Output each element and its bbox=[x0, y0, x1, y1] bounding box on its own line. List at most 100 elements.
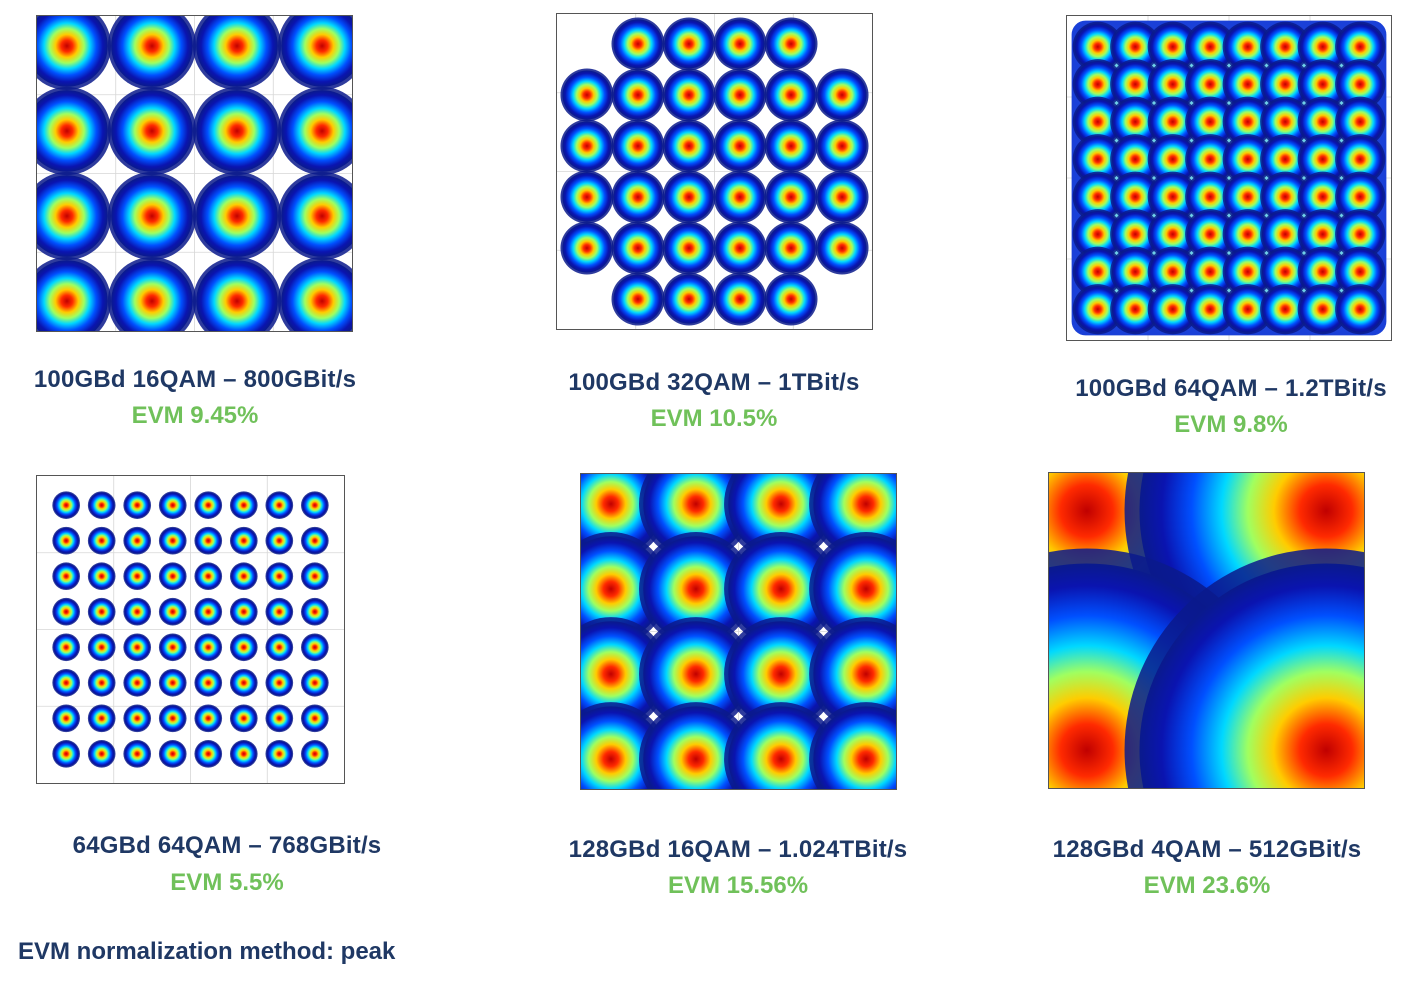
constellation-symbol bbox=[1187, 136, 1234, 183]
constellation-symbol bbox=[1224, 98, 1271, 146]
constellation-symbol bbox=[715, 172, 765, 222]
constellation-symbol bbox=[817, 223, 867, 273]
constellation-symbol bbox=[124, 563, 151, 590]
constellation-symbol bbox=[766, 70, 816, 120]
constellation-symbol bbox=[1187, 23, 1234, 71]
constellation-symbol bbox=[1261, 285, 1309, 333]
constellation-symbol bbox=[266, 527, 293, 554]
constellation-symbol bbox=[1112, 210, 1159, 258]
constellation-plot-5 bbox=[580, 473, 897, 790]
constellation-symbol bbox=[1261, 23, 1309, 71]
constellation-symbol bbox=[1187, 285, 1234, 333]
constellation-symbol bbox=[817, 70, 867, 120]
constellation-symbol bbox=[766, 223, 816, 273]
constellation-symbol bbox=[813, 536, 896, 642]
constellation-symbol bbox=[1224, 61, 1271, 108]
constellation-symbol bbox=[1261, 248, 1309, 295]
constellation-symbol bbox=[196, 90, 278, 172]
constellation-symbol bbox=[1299, 23, 1346, 71]
constellation-symbol bbox=[1224, 285, 1271, 333]
constellation-symbol bbox=[195, 563, 222, 590]
constellation-symbol bbox=[266, 634, 293, 661]
constellation-symbol bbox=[813, 706, 896, 789]
constellation-symbol bbox=[195, 492, 222, 518]
constellation-symbol bbox=[728, 706, 834, 789]
constellation-symbol bbox=[266, 741, 293, 767]
constellation-svg-1 bbox=[37, 16, 352, 331]
constellation-symbol bbox=[230, 598, 257, 625]
constellation-symbol bbox=[88, 598, 115, 625]
constellation-symbol bbox=[1261, 98, 1309, 146]
constellation-plot-4 bbox=[36, 475, 345, 784]
constellation-points bbox=[1072, 21, 1386, 335]
constellation-symbol bbox=[1112, 23, 1159, 71]
constellation-symbol bbox=[1299, 173, 1346, 220]
constellation-symbol bbox=[1261, 136, 1309, 183]
constellation-symbol bbox=[266, 563, 293, 590]
constellation-symbol bbox=[230, 669, 257, 696]
constellation-symbol bbox=[302, 634, 328, 661]
constellation-symbol bbox=[1224, 136, 1271, 183]
constellation-svg-6 bbox=[1049, 473, 1364, 788]
constellation-symbol bbox=[281, 175, 352, 257]
constellation-symbol bbox=[111, 260, 193, 331]
constellation-symbol bbox=[88, 527, 115, 554]
evm-value-5: EVM 15.56% bbox=[667, 872, 809, 899]
constellation-symbol bbox=[643, 621, 749, 727]
plot-title-5: 128GBd 16QAM – 1.024TBit/s bbox=[568, 836, 908, 863]
constellation-points bbox=[1049, 473, 1364, 788]
constellation-symbol bbox=[1112, 136, 1159, 183]
constellation-symbol bbox=[1336, 98, 1384, 146]
constellation-symbol bbox=[562, 70, 612, 120]
constellation-symbol bbox=[230, 527, 257, 554]
constellation-symbol bbox=[1299, 98, 1346, 146]
constellation-symbol bbox=[1187, 248, 1234, 295]
constellation-symbol bbox=[613, 223, 663, 273]
constellation-symbol bbox=[766, 19, 816, 69]
constellation-symbol bbox=[159, 669, 186, 696]
constellation-symbol bbox=[1074, 248, 1122, 295]
constellation-symbol bbox=[1336, 136, 1384, 183]
constellation-symbol bbox=[1112, 248, 1159, 295]
constellation-symbol bbox=[1224, 23, 1271, 71]
constellation-symbol bbox=[195, 705, 222, 732]
constellation-symbol bbox=[1149, 23, 1197, 71]
constellation-symbol bbox=[1112, 61, 1159, 108]
constellation-symbol bbox=[1261, 61, 1309, 108]
constellation-symbol bbox=[1336, 61, 1384, 108]
constellation-symbol bbox=[664, 121, 714, 171]
constellation-symbol bbox=[1074, 61, 1122, 108]
constellation-symbol bbox=[1074, 136, 1122, 183]
constellation-symbol bbox=[281, 260, 352, 331]
constellation-symbol bbox=[562, 172, 612, 222]
constellation-plot-1 bbox=[36, 15, 353, 332]
constellation-symbol bbox=[230, 563, 257, 590]
constellation-symbol bbox=[728, 536, 834, 642]
constellation-svg-5 bbox=[581, 474, 896, 789]
constellation-symbol bbox=[1299, 285, 1346, 333]
constellation-symbol bbox=[159, 492, 186, 518]
constellation-symbol bbox=[230, 705, 257, 732]
constellation-symbol bbox=[37, 260, 108, 331]
constellation-symbol bbox=[1149, 136, 1197, 183]
constellation-symbol bbox=[562, 223, 612, 273]
constellation-symbol bbox=[813, 621, 896, 727]
constellation-symbol bbox=[715, 121, 765, 171]
constellation-symbol bbox=[1187, 173, 1234, 220]
constellation-symbol bbox=[1139, 563, 1364, 788]
constellation-symbol bbox=[715, 274, 765, 324]
constellation-symbol bbox=[766, 121, 816, 171]
constellation-symbol bbox=[302, 669, 328, 696]
constellation-symbol bbox=[159, 527, 186, 554]
constellation-symbol bbox=[1224, 210, 1271, 258]
constellation-symbol bbox=[664, 274, 714, 324]
constellation-symbol bbox=[1149, 61, 1197, 108]
constellation-symbol bbox=[664, 172, 714, 222]
constellation-symbol bbox=[1149, 98, 1197, 146]
constellation-symbol bbox=[302, 527, 328, 554]
constellation-symbol bbox=[1299, 210, 1346, 258]
constellation-symbol bbox=[643, 706, 749, 789]
constellation-symbol bbox=[195, 741, 222, 767]
plot-title-6: 128GBd 4QAM – 512GBit/s bbox=[1052, 836, 1362, 863]
constellation-symbol bbox=[124, 492, 151, 518]
